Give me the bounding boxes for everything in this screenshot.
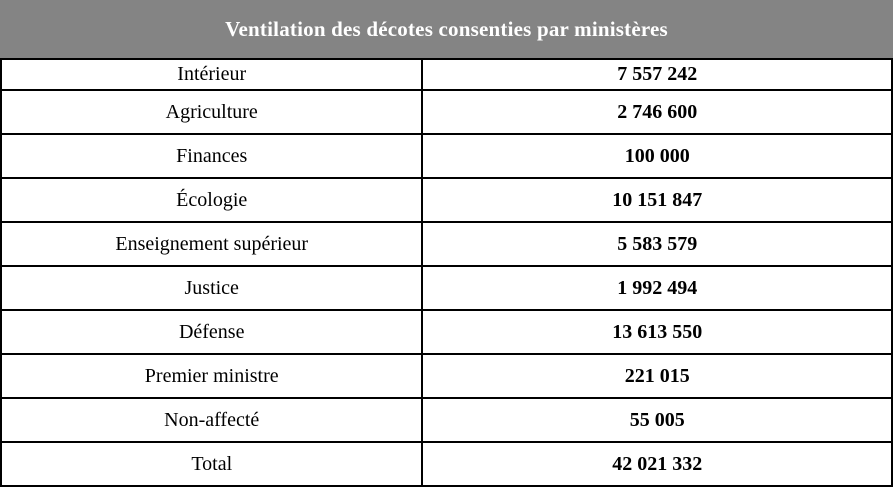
ministry-value: 1 992 494 <box>421 265 893 311</box>
table-row: Justice 1 992 494 <box>0 265 893 311</box>
ministries-table: Intérieur 7 557 242 Agriculture 2 746 60… <box>0 58 893 487</box>
ministry-label: Écologie <box>0 177 424 223</box>
ministry-value: 55 005 <box>421 397 893 443</box>
ministry-label: Finances <box>0 133 424 179</box>
total-row: Total 42 021 332 <box>0 441 893 487</box>
ministry-value: 7 557 242 <box>421 58 893 91</box>
table-row: Intérieur 7 557 242 <box>0 58 893 91</box>
total-value: 42 021 332 <box>421 441 893 487</box>
table-row: Non-affecté 55 005 <box>0 397 893 443</box>
ministry-value: 10 151 847 <box>421 177 893 223</box>
ministry-label: Non-affecté <box>0 397 424 443</box>
ministry-value: 5 583 579 <box>421 221 893 267</box>
ministry-value: 100 000 <box>421 133 893 179</box>
total-label: Total <box>0 441 424 487</box>
ministry-label: Défense <box>0 309 424 355</box>
table-row: Premier ministre 221 015 <box>0 353 893 399</box>
table-row: Enseignement supérieur 5 583 579 <box>0 221 893 267</box>
table-title: Ventilation des décotes consenties par m… <box>225 16 668 41</box>
ministry-value: 221 015 <box>421 353 893 399</box>
ministry-value: 2 746 600 <box>421 89 893 135</box>
table-row: Défense 13 613 550 <box>0 309 893 355</box>
table-title-bar: Ventilation des décotes consenties par m… <box>0 0 893 58</box>
ministry-value: 13 613 550 <box>421 309 893 355</box>
ministry-label: Agriculture <box>0 89 424 135</box>
table-row: Agriculture 2 746 600 <box>0 89 893 135</box>
ministry-label: Enseignement supérieur <box>0 221 424 267</box>
table-row: Écologie 10 151 847 <box>0 177 893 223</box>
ministry-label: Justice <box>0 265 424 311</box>
table-row: Finances 100 000 <box>0 133 893 179</box>
ministry-label: Premier ministre <box>0 353 424 399</box>
ministry-label: Intérieur <box>0 58 424 91</box>
